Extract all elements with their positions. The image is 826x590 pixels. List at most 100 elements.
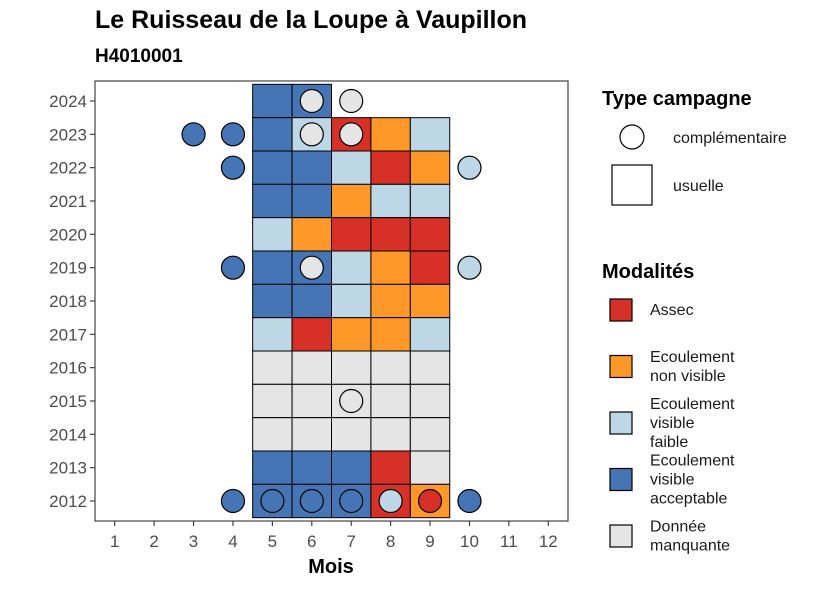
cell-2022-6 — [291, 150, 333, 185]
legend-label-ecva: acceptable — [650, 491, 727, 508]
cell-2021-9 — [409, 183, 451, 219]
cell-2021-6 — [291, 183, 333, 219]
y-axis-ticks — [90, 100, 95, 502]
x-tick-label-5: 5 — [268, 532, 277, 551]
point-2019-10 — [457, 255, 482, 280]
y-tick-label-2015: 2015 — [49, 392, 87, 411]
point-2022-4 — [220, 155, 246, 180]
cell-2022-7 — [331, 150, 372, 185]
cell-2017-8 — [370, 317, 411, 352]
cell-2017-6 — [291, 317, 333, 352]
point-2012-8 — [378, 488, 403, 514]
cell-2021-7 — [331, 183, 372, 219]
cell-2018-6 — [291, 283, 333, 319]
cell-2016-7 — [331, 350, 372, 385]
cell-2016-5 — [252, 350, 293, 385]
x-axis-ticks — [114, 521, 549, 526]
cell-2018-7 — [331, 283, 372, 319]
legend-type-campagne: Type campagne complémentaire usuelle — [602, 88, 787, 206]
cell-2013-6 — [291, 450, 333, 485]
usuelle-cells — [252, 83, 451, 519]
point-2019-4 — [220, 255, 246, 280]
legend-label-ecvf: visible — [650, 415, 695, 432]
y-tick-label-2016: 2016 — [49, 359, 87, 378]
legend-square-icon — [611, 164, 653, 206]
complementaire-points — [181, 88, 482, 514]
x-tick-label-12: 12 — [539, 532, 558, 551]
y-tick-label-2022: 2022 — [49, 159, 87, 178]
point-2012-7 — [339, 488, 364, 514]
cell-2014-6 — [291, 417, 333, 452]
cell-2019-5 — [252, 250, 293, 285]
point-2012-10 — [457, 488, 482, 514]
point-2023-4 — [220, 122, 246, 147]
cell-2020-6 — [291, 217, 333, 252]
legend-label-ecvf: Ecoulement — [650, 396, 735, 413]
cell-2020-9 — [409, 217, 451, 252]
y-tick-label-2021: 2021 — [49, 192, 87, 211]
x-tick-label-10: 10 — [460, 532, 479, 551]
x-tick-label-8: 8 — [386, 532, 395, 551]
legend-label-ecva: visible — [650, 472, 695, 489]
legend-modalites-title: Modalités — [602, 261, 694, 283]
y-tick-label-2019: 2019 — [49, 259, 87, 278]
legend-swatch-assec — [609, 298, 633, 322]
y-tick-label-2024: 2024 — [49, 92, 87, 111]
cell-2013-8 — [370, 450, 411, 485]
x-axis-title: Mois — [308, 556, 354, 578]
cell-2014-8 — [370, 417, 411, 452]
cell-2022-8 — [370, 150, 411, 185]
y-tick-label-2020: 2020 — [49, 225, 87, 244]
y-tick-label-2013: 2013 — [49, 459, 87, 478]
cell-2019-7 — [331, 250, 372, 285]
chart-title: Le Ruisseau de la Loupe à Vaupillon — [95, 6, 528, 34]
x-tick-label-11: 11 — [500, 532, 518, 551]
x-tick-label-7: 7 — [346, 532, 355, 551]
cell-2018-8 — [370, 283, 411, 319]
legend-type-title: Type campagne — [602, 88, 752, 110]
cell-2023-8 — [370, 117, 411, 152]
cell-2014-9 — [409, 417, 451, 452]
cell-2020-8 — [370, 217, 411, 252]
cell-2013-9 — [409, 450, 451, 485]
legend-swatch-ecva — [609, 467, 633, 492]
legend-label-dm: Donnée — [650, 519, 706, 536]
cell-2017-5 — [252, 317, 293, 352]
cell-2018-9 — [409, 283, 451, 319]
cell-2015-9 — [409, 383, 451, 419]
x-tick-label-6: 6 — [307, 532, 316, 551]
cell-2023-9 — [409, 117, 451, 152]
cell-2014-5 — [252, 417, 293, 452]
legend-usuelle-label: usuelle — [673, 178, 724, 195]
legend-label-ecva: Ecoulement — [650, 453, 735, 470]
point-2023-6 — [299, 122, 324, 147]
y-tick-label-2018: 2018 — [49, 292, 87, 311]
x-tick-label-4: 4 — [228, 532, 237, 551]
cell-2021-8 — [370, 183, 411, 219]
legend-label-dm: manquante — [650, 538, 730, 555]
cell-2024-5 — [252, 83, 293, 119]
y-tick-label-2014: 2014 — [49, 425, 87, 444]
cell-2015-5 — [252, 383, 293, 419]
point-2015-7 — [339, 388, 364, 414]
cell-2019-9 — [409, 250, 451, 285]
y-tick-label-2017: 2017 — [49, 325, 87, 344]
legend-swatch-dm — [609, 524, 633, 548]
point-2023-7 — [339, 122, 364, 147]
point-2012-5 — [260, 488, 285, 514]
x-tick-label-1: 1 — [110, 532, 119, 551]
cell-2013-7 — [331, 450, 372, 485]
cell-2017-7 — [331, 317, 372, 352]
point-2022-10 — [457, 155, 482, 180]
point-2023-3 — [181, 122, 206, 147]
cell-2016-6 — [291, 350, 333, 385]
point-2024-6 — [299, 88, 324, 114]
cell-2016-8 — [370, 350, 411, 385]
cell-2014-7 — [331, 417, 372, 452]
legend-label-ecnv: non visible — [650, 368, 726, 385]
cell-2018-5 — [252, 283, 293, 319]
legend-swatch-ecnv — [609, 354, 633, 379]
x-tick-label-9: 9 — [425, 532, 434, 551]
point-2019-6 — [299, 255, 324, 280]
cell-2013-5 — [252, 450, 293, 485]
